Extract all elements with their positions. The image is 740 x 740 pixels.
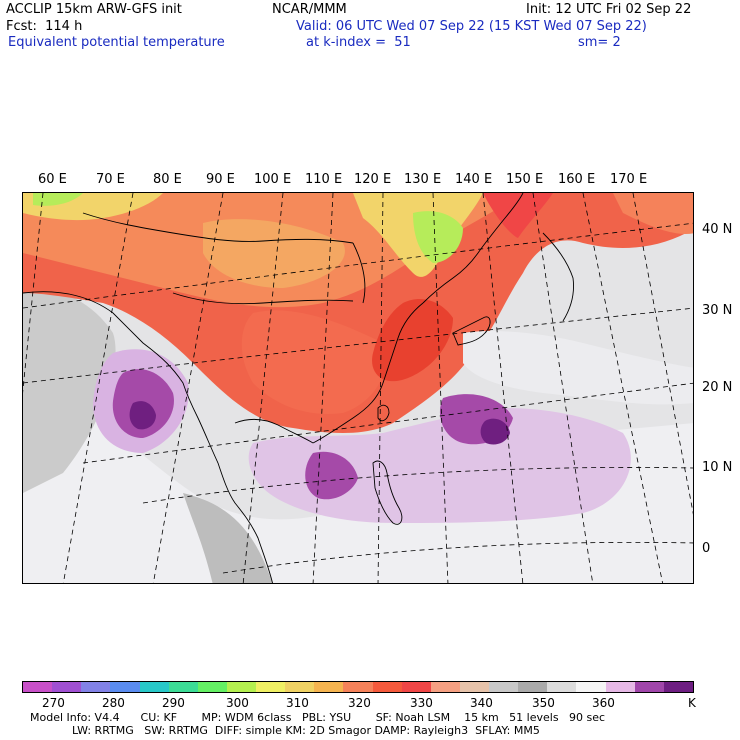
colorbar-segment — [314, 682, 344, 692]
model-title: ACCLIP 15km ARW-GFS init — [6, 2, 182, 17]
colorbar-segment — [256, 682, 286, 692]
init-time: Init: 12 UTC Fri 02 Sep 22 — [526, 2, 692, 17]
colorbar-segment — [576, 682, 606, 692]
colorbar-segment — [168, 682, 198, 692]
lon-label-100: 100 E — [254, 172, 292, 187]
map-field-svg — [23, 193, 693, 583]
lat-label-0: 0 — [702, 541, 711, 556]
lon-label-60: 60 E — [38, 172, 67, 187]
colorbar-label-300: 300 — [226, 696, 249, 710]
lat-label-30: 30 N — [702, 303, 733, 318]
colorbar-unit: K — [688, 696, 696, 710]
colorbar-segment — [401, 682, 431, 692]
colorbar-segment — [430, 682, 460, 692]
colorbar-label-270: 270 — [42, 696, 65, 710]
lon-label-150: 150 E — [506, 172, 544, 187]
colorbar-segment — [81, 682, 111, 692]
colorbar-label-340: 340 — [470, 696, 493, 710]
field-name: Equivalent potential temperature — [8, 35, 225, 50]
colorbar-label-290: 290 — [162, 696, 185, 710]
colorbar-segment — [518, 682, 548, 692]
colorbar-segment — [139, 682, 169, 692]
colorbar — [22, 681, 694, 693]
colorbar-segment — [372, 682, 402, 692]
colorbar-label-280: 280 — [102, 696, 125, 710]
colorbar-segment — [197, 682, 227, 692]
smoothing-label: sm= 2 — [578, 35, 621, 50]
colorbar-segment — [634, 682, 664, 692]
lon-label-70: 70 E — [96, 172, 125, 187]
lat-label-20: 20 N — [702, 380, 733, 395]
colorbar-segment — [547, 682, 577, 692]
lon-label-110: 110 E — [305, 172, 343, 187]
center-name: NCAR/MMM — [272, 2, 347, 17]
lon-label-90: 90 E — [206, 172, 235, 187]
model-info-line1: Model Info: V4.4 CU: KF MP: WDM 6class P… — [30, 711, 606, 724]
model-info-line2: LW: RRTMG SW: RRTMG DIFF: simple KM: 2D … — [72, 724, 540, 737]
lon-label-80: 80 E — [153, 172, 182, 187]
colorbar-label-360: 360 — [592, 696, 615, 710]
lat-label-40: 40 N — [702, 222, 733, 237]
colorbar-label-350: 350 — [532, 696, 555, 710]
colorbar-segment — [52, 682, 82, 692]
lat-label-10: 10 N — [702, 460, 733, 475]
forecast-hour: Fcst: 114 h — [6, 19, 83, 34]
colorbar-segment — [489, 682, 519, 692]
colorbar-label-320: 320 — [348, 696, 371, 710]
colorbar-segment — [343, 682, 373, 692]
lon-label-170: 170 E — [610, 172, 648, 187]
colorbar-label-330: 330 — [410, 696, 433, 710]
colorbar-segment — [663, 682, 693, 692]
lon-label-140: 140 E — [455, 172, 493, 187]
colorbar-segment — [285, 682, 315, 692]
colorbar-segment — [459, 682, 489, 692]
colorbar-segment — [23, 682, 53, 692]
lon-label-120: 120 E — [354, 172, 392, 187]
lon-label-160: 160 E — [558, 172, 596, 187]
valid-time: Valid: 06 UTC Wed 07 Sep 22 (15 KST Wed … — [296, 19, 647, 34]
theta-e-map — [22, 192, 694, 584]
colorbar-segment — [226, 682, 256, 692]
colorbar-segment — [605, 682, 635, 692]
colorbar-label-310: 310 — [286, 696, 309, 710]
k-index-label: at k-index = 51 — [306, 35, 411, 50]
lon-label-130: 130 E — [404, 172, 442, 187]
colorbar-segment — [110, 682, 140, 692]
